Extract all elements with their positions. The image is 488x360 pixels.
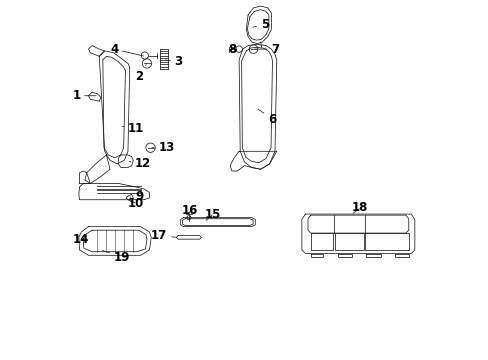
Text: 7: 7 bbox=[254, 42, 279, 55]
Text: 5: 5 bbox=[252, 18, 268, 31]
Text: 19: 19 bbox=[102, 251, 130, 264]
Text: 15: 15 bbox=[204, 208, 221, 221]
Text: 3: 3 bbox=[165, 55, 183, 68]
Text: 10: 10 bbox=[128, 197, 144, 210]
Text: 16: 16 bbox=[182, 204, 198, 217]
Text: 13: 13 bbox=[152, 141, 174, 154]
Text: 4: 4 bbox=[110, 42, 143, 56]
Text: 6: 6 bbox=[258, 109, 276, 126]
Text: 1: 1 bbox=[72, 89, 96, 102]
Text: 11: 11 bbox=[122, 122, 144, 135]
Text: 18: 18 bbox=[351, 202, 367, 215]
Text: 2: 2 bbox=[135, 65, 146, 82]
Text: 8: 8 bbox=[228, 42, 237, 55]
Text: 17: 17 bbox=[151, 229, 175, 242]
Text: 14: 14 bbox=[72, 233, 88, 246]
Text: 9: 9 bbox=[130, 190, 143, 203]
Text: 12: 12 bbox=[129, 157, 151, 170]
